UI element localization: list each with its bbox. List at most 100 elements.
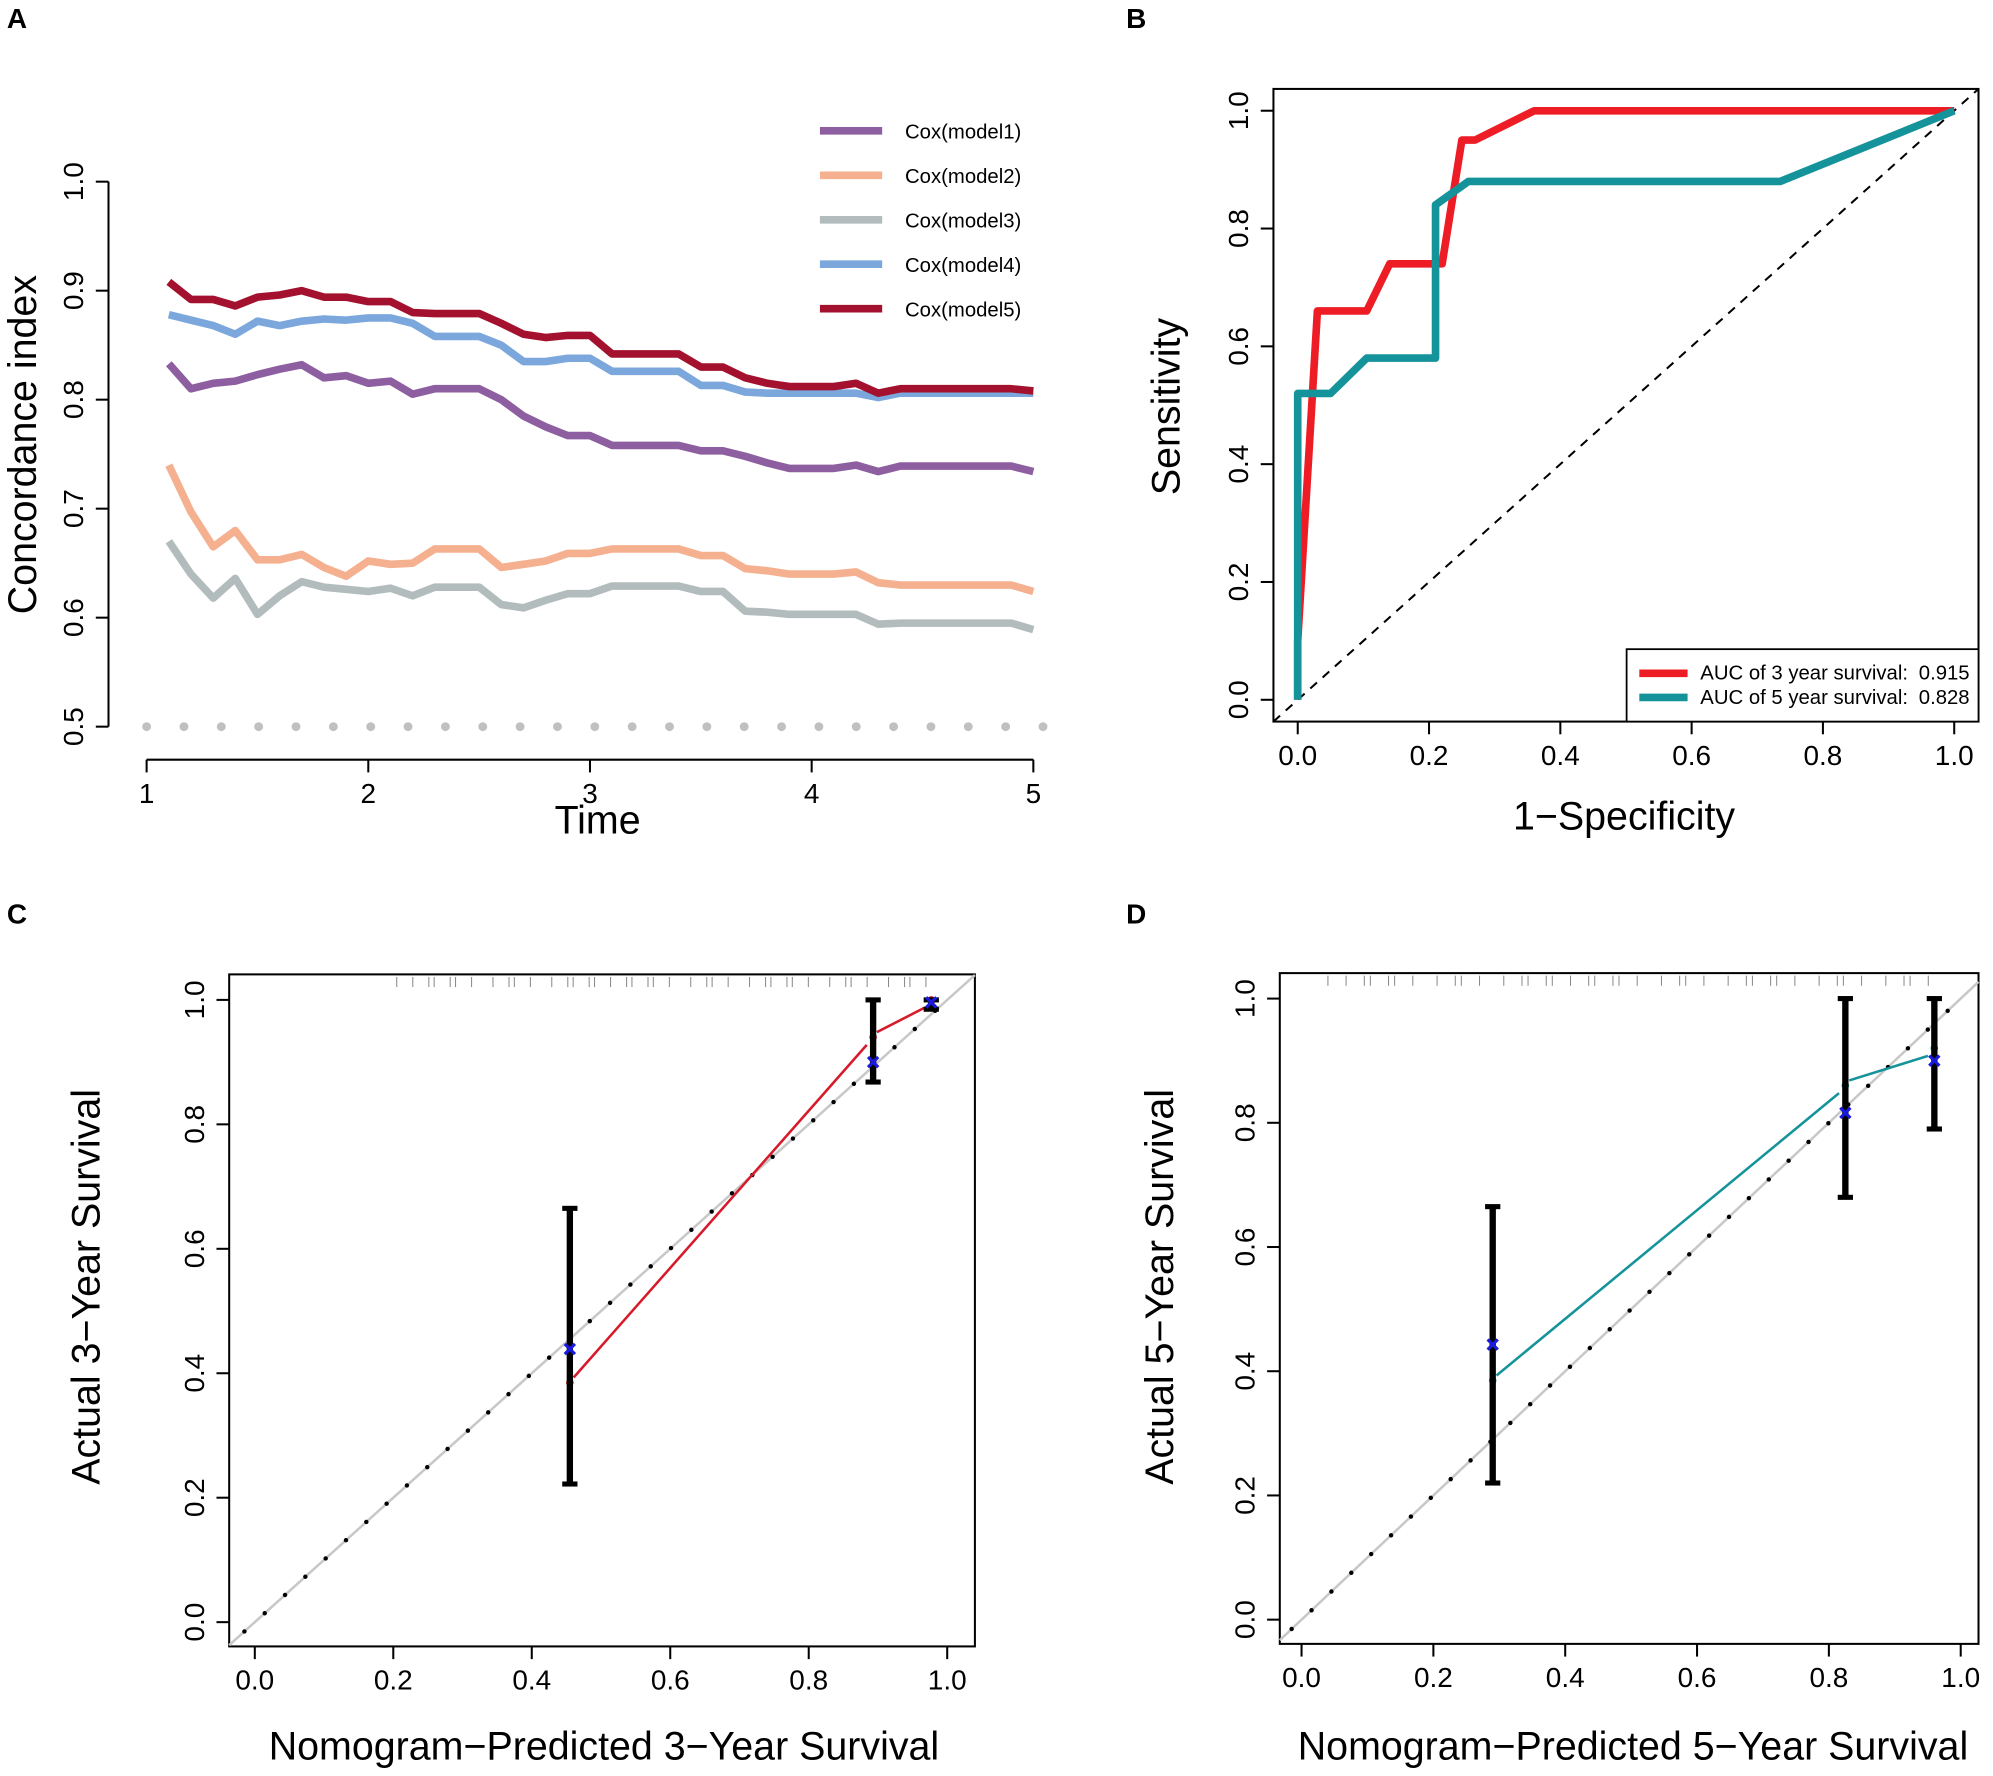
x-tick-label: 1.0 xyxy=(1935,740,1974,771)
panel: A Time Concordance index 1 2 3 4 5 0.5 0.6 0.7 0.8 0… xyxy=(1,3,1059,842)
x-tick-label: 1.0 xyxy=(1941,1662,1980,1693)
marker-stroke xyxy=(866,1055,880,1069)
legend-label: AUC of 5 year survival: xyxy=(1700,687,1908,709)
y-tick-label: 0.8 xyxy=(179,1105,210,1144)
observed-point xyxy=(866,1055,880,1069)
marker-stroke xyxy=(925,996,938,1009)
panel: C Nomogram−Predicted 3−Year Survival Actua… xyxy=(7,899,976,1768)
marker-stroke xyxy=(1928,1054,1941,1067)
fitted-segment xyxy=(876,1006,926,1034)
x-tick-label: 1 xyxy=(139,778,155,809)
legend-label: Cox(model2) xyxy=(905,166,1021,188)
y-tick-label: 1.0 xyxy=(179,980,210,1019)
x-tick-label: 0.0 xyxy=(1278,740,1317,771)
y-tick-label: 0.0 xyxy=(179,1603,210,1642)
x-tick-label: 0.2 xyxy=(374,1665,413,1696)
legend-label: AUC of 3 year survival: xyxy=(1700,663,1908,685)
plot-frame xyxy=(228,973,976,1648)
panel: D Nomogram−Predicted 5−Year Survival Actua… xyxy=(1126,899,1980,1769)
panel-letter: D xyxy=(1126,899,1146,930)
series-line xyxy=(165,539,1035,634)
observed-point xyxy=(1486,1338,1499,1351)
panel: B 1−Specificity Sensitivity 0.0 0.2 0.4 0.6 0.8… xyxy=(1126,3,1980,839)
y-tick-label: 0.5 xyxy=(58,707,89,746)
x-tick-label: 0.8 xyxy=(1809,1662,1848,1693)
x-tick-label: 1.0 xyxy=(928,1665,967,1696)
fitted-segment xyxy=(572,1044,868,1379)
y-tick-label: 0.0 xyxy=(1223,680,1254,719)
y-axis-title: Actual 5−Year Survival xyxy=(1138,1089,1182,1485)
legend-label: Cox(model5) xyxy=(905,299,1021,321)
marker-stroke xyxy=(563,1342,577,1356)
x-tick-label: 0.0 xyxy=(235,1665,274,1696)
plot-frame xyxy=(1278,972,1980,1645)
y-tick-label: 0.8 xyxy=(58,380,89,419)
panel-letter: A xyxy=(7,3,27,34)
y-tick-label: 0.0 xyxy=(1229,1600,1260,1639)
y-tick-label: 0.4 xyxy=(1223,445,1254,484)
roc-curve xyxy=(1293,106,1955,700)
legend-label: Cox(model3) xyxy=(905,210,1021,232)
series-line xyxy=(165,360,1035,476)
y-tick-label: 0.2 xyxy=(179,1478,210,1517)
fitted-segment xyxy=(1495,1092,1840,1377)
legend-label: Cox(model4) xyxy=(905,255,1021,277)
ideal-line xyxy=(228,974,976,1647)
series-line xyxy=(165,463,1035,596)
y-tick-label: 0.8 xyxy=(1229,1103,1260,1142)
legend-box xyxy=(1625,648,1980,723)
series-line xyxy=(166,278,1034,397)
x-tick-label: 4 xyxy=(804,778,820,809)
series-line xyxy=(167,310,1034,402)
y-tick-label: 1.0 xyxy=(1223,91,1254,130)
panel-letter: C xyxy=(7,899,27,930)
y-tick-label: 1.0 xyxy=(1229,979,1260,1018)
observed-point xyxy=(1928,1054,1941,1067)
y-tick-label: 0.2 xyxy=(1223,563,1254,602)
y-tick-label: 1.0 xyxy=(58,162,89,201)
y-tick-label: 0.6 xyxy=(1223,327,1254,366)
y-axis-title: Sensitivity xyxy=(1144,318,1188,496)
x-axis-title: 1−Specificity xyxy=(1513,795,1735,839)
x-tick-label: 0.4 xyxy=(1546,1662,1585,1693)
x-tick-label: 3 xyxy=(582,778,598,809)
x-tick-label: 0.2 xyxy=(1414,1662,1453,1693)
x-tick-label: 0.6 xyxy=(1678,1662,1717,1693)
marker-stroke xyxy=(1839,1106,1852,1120)
x-tick-label: 0.6 xyxy=(1672,740,1711,771)
roc-curve xyxy=(1293,107,1956,700)
fitted-segment xyxy=(1848,1054,1929,1082)
x-tick-label: 0.8 xyxy=(1803,740,1842,771)
x-axis-title: Time xyxy=(555,798,641,842)
y-tick-label: 0.9 xyxy=(58,271,89,310)
y-tick-label: 0.2 xyxy=(1229,1476,1260,1515)
x-tick-label: 0.6 xyxy=(651,1665,690,1696)
y-tick-label: 0.6 xyxy=(1229,1228,1260,1267)
y-axis-title: Concordance index xyxy=(1,275,45,615)
y-axis-title: Actual 3−Year Survival xyxy=(65,1089,109,1485)
x-tick-label: 0.2 xyxy=(1410,740,1449,771)
y-tick-label: 0.4 xyxy=(179,1354,210,1393)
legend-auc: 0.915 xyxy=(1919,663,1970,685)
panel-letter: B xyxy=(1126,3,1146,34)
x-tick-label: 2 xyxy=(361,778,377,809)
legend-auc: 0.828 xyxy=(1919,687,1970,709)
y-tick-label: 0.6 xyxy=(179,1229,210,1268)
x-tick-label: 0.0 xyxy=(1282,1662,1321,1693)
x-tick-label: 5 xyxy=(1026,778,1042,809)
x-tick-label: 0.8 xyxy=(789,1665,828,1696)
x-tick-label: 0.4 xyxy=(512,1665,551,1696)
observed-point xyxy=(563,1342,577,1356)
marker-stroke xyxy=(1486,1338,1499,1351)
legend-label: Cox(model1) xyxy=(905,121,1021,143)
y-tick-label: 0.6 xyxy=(58,598,89,637)
x-axis-title: Nomogram−Predicted 5−Year Survival xyxy=(1298,1724,1968,1768)
x-axis-title: Nomogram−Predicted 3−Year Survival xyxy=(269,1724,939,1768)
y-tick-label: 0.8 xyxy=(1223,209,1254,248)
observed-point xyxy=(1839,1106,1852,1120)
y-tick-label: 0.4 xyxy=(1229,1352,1260,1391)
y-tick-label: 0.7 xyxy=(58,489,89,528)
observed-point xyxy=(925,996,938,1009)
